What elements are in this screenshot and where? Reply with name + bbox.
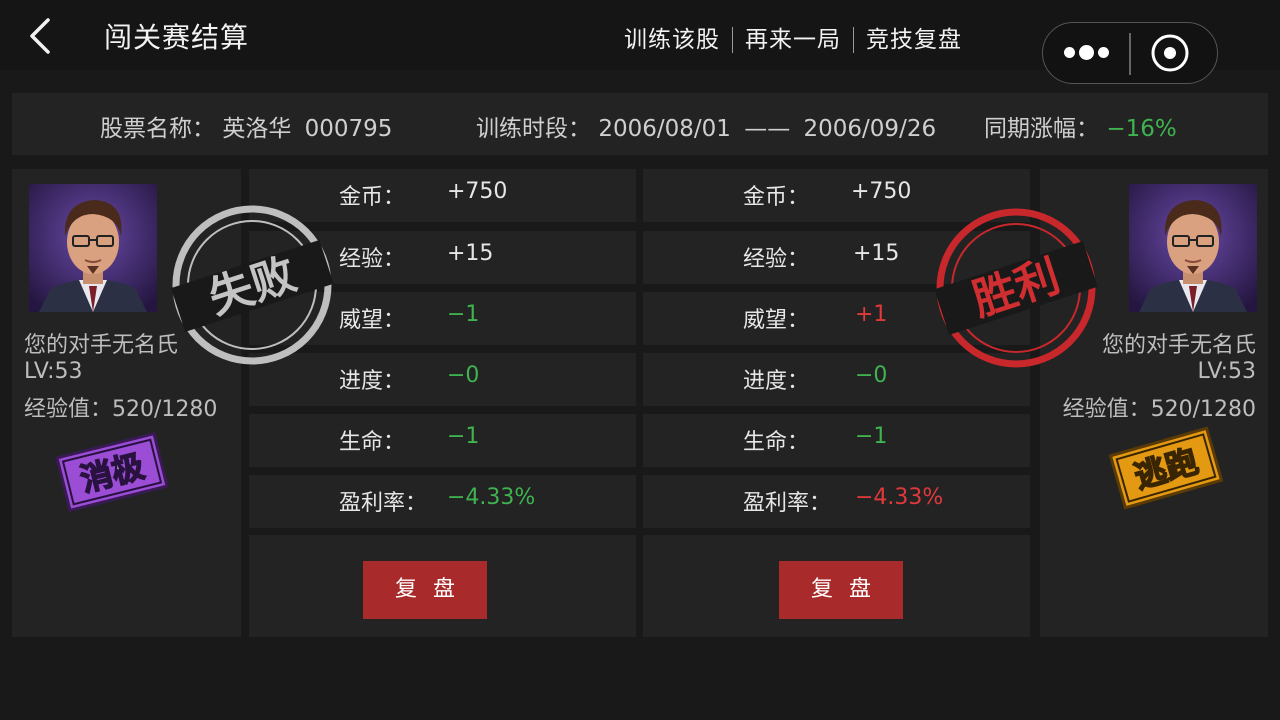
stock-info-bar: 股票名称： 英洛华 000795 训练时段： 2006/08/01 —— 200… (12, 93, 1268, 155)
stat-label: 进度： (743, 369, 810, 394)
stat-label: 盈利率： (743, 491, 832, 516)
opponent-level: LV:53 (24, 359, 83, 384)
stat-row-progress: 进度： −0 (643, 353, 1030, 406)
stat-value: −4.33% (447, 485, 536, 510)
opponent-name: 您的对手无名氏 (24, 333, 179, 358)
stat-label: 盈利率： (339, 491, 428, 516)
stat-row-life: 生命： −1 (643, 414, 1030, 467)
tag-text: 逃跑 (1130, 442, 1202, 496)
replay-button[interactable]: 复盘 (779, 561, 903, 619)
top-actions: 训练该股 再来一局 竞技复盘 (612, 26, 974, 54)
stat-label: 生命： (743, 430, 810, 455)
opponent-name: 您的对手无名氏 (1101, 333, 1256, 358)
period-dash: —— (744, 116, 791, 142)
action-divider (732, 27, 733, 53)
stat-value: −4.33% (855, 485, 944, 510)
capsule-divider (1129, 33, 1131, 75)
stat-row-profit-rate: 盈利率： −4.33% (249, 475, 636, 528)
replay-cell: 复盘 (249, 535, 636, 637)
close-button[interactable] (1150, 33, 1190, 73)
stat-value: −1 (447, 302, 480, 327)
stat-label: 金币： (743, 185, 810, 210)
train-stock-button[interactable]: 训练该股 (624, 27, 720, 53)
more-dots-icon (1097, 47, 1109, 58)
period-info: 训练时段： 2006/08/01 —— 2006/09/26 (476, 109, 936, 143)
target-circle-icon (1151, 34, 1189, 72)
play-again-button[interactable]: 再来一局 (745, 27, 841, 53)
stat-label: 金币： (339, 185, 406, 210)
stock-info: 股票名称： 英洛华 000795 (100, 109, 392, 143)
stat-row-prestige: 威望： −1 (249, 292, 636, 345)
stat-label: 威望： (339, 308, 406, 333)
stat-value: +750 (851, 179, 912, 204)
tag-text: 消极 (77, 447, 148, 499)
stat-value: +750 (447, 179, 508, 204)
more-dots-icon (1063, 47, 1075, 58)
stat-row-coins: 金币： +750 (643, 169, 1030, 222)
top-bar: 闯关赛结算 训练该股 再来一局 竞技复盘 (0, 0, 1280, 84)
stat-label: 经验： (743, 247, 810, 272)
stat-row-coins: 金币： +750 (249, 169, 636, 222)
change-value: −16% (1106, 116, 1177, 142)
replay-cell: 复盘 (643, 535, 1030, 637)
stock-label: 股票名称： (100, 116, 215, 142)
more-dots-icon (1078, 45, 1094, 60)
stat-label: 生命： (339, 430, 406, 455)
miniprogram-capsule (1042, 22, 1218, 84)
period-end: 2006/09/26 (803, 116, 937, 142)
stat-value: −0 (855, 363, 888, 388)
stock-name: 英洛华 (222, 116, 292, 142)
opponent-level: LV:53 (1197, 359, 1256, 384)
stat-row-exp: 经验： +15 (249, 231, 636, 284)
stat-row-prestige: 威望： +1 (643, 292, 1030, 345)
stat-row-progress: 进度： −0 (249, 353, 636, 406)
stat-row-exp: 经验： +15 (643, 231, 1030, 284)
stat-value: −1 (447, 424, 480, 449)
stat-value: −1 (855, 424, 888, 449)
change-info: 同期涨幅： −16% (984, 109, 1177, 143)
period-start: 2006/08/01 (598, 116, 731, 142)
back-button[interactable] (22, 14, 62, 58)
stock-code: 000795 (304, 116, 393, 142)
stat-label: 经验： (339, 247, 406, 272)
avatar (29, 184, 157, 312)
stat-value: +15 (853, 241, 900, 266)
chevron-left-icon (30, 18, 50, 54)
opponent-exp: 经验值：520/1280 (24, 397, 218, 422)
stat-value: +15 (447, 241, 494, 266)
replay-button[interactable]: 复盘 (363, 561, 487, 619)
opponent-exp: 经验值：520/1280 (1062, 397, 1256, 422)
stat-label: 进度： (339, 369, 406, 394)
stat-row-profit-rate: 盈利率： −4.33% (643, 475, 1030, 528)
stat-value: +1 (855, 302, 888, 327)
page-title: 闯关赛结算 (104, 21, 250, 54)
action-divider (853, 27, 854, 53)
more-button[interactable] (1043, 23, 1129, 82)
left-player-panel: 您的对手无名氏 LV:53 经验值：520/1280 消极 (12, 169, 241, 637)
competition-replay-button[interactable]: 竞技复盘 (866, 27, 962, 53)
stat-row-life: 生命： −1 (249, 414, 636, 467)
change-label: 同期涨幅： (984, 116, 1099, 142)
tag-stamp-negative: 消极 (52, 431, 172, 517)
stat-value: −0 (447, 363, 480, 388)
right-player-panel: 您的对手无名氏 LV:53 经验值：520/1280 逃跑 (1040, 169, 1268, 637)
period-label: 训练时段： (476, 116, 591, 142)
avatar (1129, 184, 1257, 312)
stat-label: 威望： (743, 308, 810, 333)
tag-stamp-escape: 逃跑 (1106, 423, 1226, 517)
